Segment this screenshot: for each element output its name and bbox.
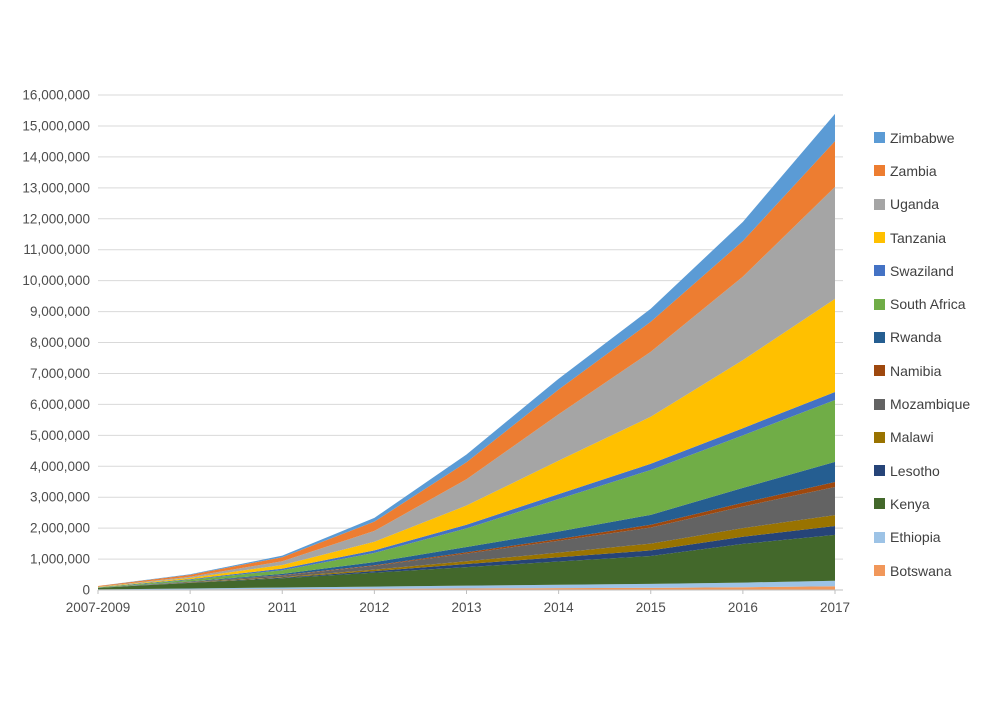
legend-item-malawi: Malawi	[874, 421, 970, 454]
legend-item-swaziland: Swaziland	[874, 254, 970, 287]
y-axis-label: 16,000,000	[22, 88, 90, 103]
legend-label: Botswana	[890, 562, 952, 579]
y-axis-label: 11,000,000	[23, 242, 90, 257]
legend-swatch-rwanda	[874, 331, 885, 343]
area-series-tanzania	[98, 298, 835, 588]
legend-item-tanzania: Tanzania	[874, 221, 970, 254]
y-axis-label: 4,000,000	[30, 459, 90, 474]
area-series-south-africa	[98, 400, 835, 588]
legend-swatch-uganda	[874, 198, 885, 210]
y-axis-label: 15,000,000	[22, 118, 90, 133]
legend-label: Uganda	[890, 196, 940, 213]
y-axis-label: 2,000,000	[30, 521, 90, 536]
y-axis-label: 13,000,000	[22, 180, 90, 195]
legend-item-mozambique: Mozambique	[874, 387, 970, 420]
legend-swatch-malawi	[874, 431, 885, 443]
legend-item-zambia: Zambia	[874, 154, 970, 187]
legend-label: Kenya	[890, 495, 930, 512]
y-axis-label: 9,000,000	[30, 304, 90, 319]
y-axis-label: 8,000,000	[30, 335, 90, 350]
legend-item-south-africa: South Africa	[874, 287, 970, 320]
area-series-kenya	[98, 534, 835, 590]
area-series-mozambique	[98, 486, 835, 588]
legend-swatch-zambia	[874, 165, 885, 177]
y-axis-label: 1,000,000	[30, 552, 90, 567]
legend-item-zimbabwe: Zimbabwe	[874, 121, 970, 154]
legend-item-uganda: Uganda	[874, 188, 970, 221]
x-axis-label: 2007-2009	[66, 600, 131, 615]
y-axis-label: 14,000,000	[22, 149, 90, 164]
y-axis-label: 12,000,000	[22, 211, 90, 226]
legend-label: Swaziland	[890, 262, 954, 279]
legend-item-lesotho: Lesotho	[874, 454, 970, 487]
legend-label: Tanzania	[890, 229, 947, 246]
y-axis-label: 0	[82, 583, 90, 598]
legend-swatch-swaziland	[874, 265, 885, 277]
legend-label: Ethiopia	[890, 529, 941, 546]
y-axis-label: 6,000,000	[30, 397, 90, 412]
legend-swatch-south-africa	[874, 298, 885, 310]
y-axis-label: 3,000,000	[30, 490, 90, 505]
legend-swatch-lesotho	[874, 465, 885, 477]
legend-label: South Africa	[890, 296, 966, 313]
chart-legend: Zimbabwe Zambia Uganda Tanzania Swaziland Sou…	[874, 121, 970, 587]
area-series-ethiopia	[98, 580, 835, 590]
x-axis-label: 2011	[268, 600, 297, 615]
y-axis-label: 10,000,000	[22, 273, 90, 288]
x-axis-label: 2014	[544, 600, 575, 615]
legend-label: Namibia	[890, 362, 942, 379]
legend-item-ethiopia: Ethiopia	[874, 521, 970, 554]
legend-label: Lesotho	[890, 462, 940, 479]
legend-item-namibia: Namibia	[874, 354, 970, 387]
area-series-uganda	[98, 186, 835, 587]
legend-swatch-ethiopia	[874, 531, 885, 543]
legend-item-kenya: Kenya	[874, 487, 970, 520]
y-axis-label: 7,000,000	[30, 366, 90, 381]
x-axis-label: 2013	[451, 600, 481, 615]
legend-label: Zimbabwe	[890, 129, 955, 146]
legend-swatch-mozambique	[874, 398, 885, 410]
x-axis-label: 2015	[636, 600, 666, 615]
legend-item-botswana: Botswana	[874, 554, 970, 587]
x-axis-label: 2012	[359, 600, 389, 615]
legend-item-rwanda: Rwanda	[874, 321, 970, 354]
y-axis-label: 5,000,000	[30, 428, 90, 443]
legend-label: Zambia	[890, 162, 937, 179]
legend-label: Rwanda	[890, 329, 942, 346]
legend-swatch-botswana	[874, 565, 885, 576]
legend-swatch-zimbabwe	[874, 132, 885, 144]
x-axis-label: 2010	[175, 600, 205, 615]
x-axis-label: 2017	[820, 600, 850, 615]
legend-swatch-tanzania	[874, 232, 885, 244]
legend-swatch-namibia	[874, 365, 885, 377]
legend-label: Mozambique	[890, 396, 971, 413]
legend-swatch-kenya	[874, 498, 885, 510]
x-axis-label: 2016	[728, 600, 758, 615]
legend-label: Malawi	[890, 429, 934, 446]
